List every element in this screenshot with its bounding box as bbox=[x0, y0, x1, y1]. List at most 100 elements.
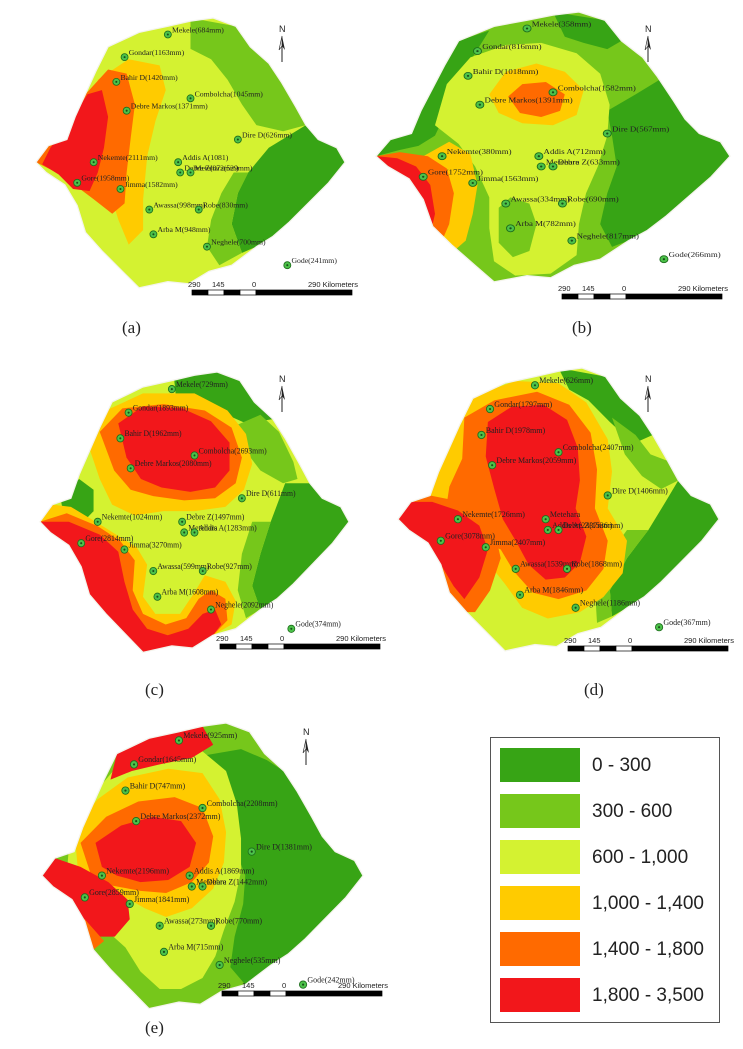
scale-tick-label: 290 bbox=[188, 280, 201, 289]
station-label: Awassa(334mm) bbox=[511, 195, 571, 203]
station-label: Gondar(1163mm) bbox=[129, 48, 185, 57]
rainfall-map: Mekele(729mm) Gondar(1893mm) Bahir D(1962m… bbox=[39, 371, 386, 654]
station-dot bbox=[504, 202, 507, 205]
rainfall-zone bbox=[252, 483, 349, 610]
station-label: Addis A(1283mm) bbox=[199, 523, 257, 532]
station-label: Bahir D(1962mm) bbox=[124, 429, 182, 438]
station-dot bbox=[135, 820, 138, 823]
station-dot bbox=[188, 874, 191, 877]
station-dot bbox=[152, 569, 155, 573]
legend-label: 1,800 - 3,500 bbox=[592, 985, 704, 1006]
rainfall-zones bbox=[376, 12, 730, 282]
station-label: Debre Z(872mm) bbox=[184, 163, 239, 172]
station-dot bbox=[190, 885, 193, 888]
station-label: Addis A(1869mm) bbox=[194, 866, 255, 875]
legend-swatch bbox=[500, 886, 580, 920]
station-label: Debre Markos(2372mm) bbox=[140, 812, 220, 821]
legend-swatch bbox=[500, 840, 580, 874]
station-label: Metehara bbox=[546, 158, 580, 166]
station-label: Robe(830mm) bbox=[203, 201, 248, 210]
rainfall-zones bbox=[398, 368, 720, 651]
country-border bbox=[39, 371, 350, 654]
rainfall-zone bbox=[485, 404, 587, 580]
station-label: Neghele(535mm) bbox=[224, 956, 281, 965]
station-dot bbox=[125, 109, 128, 112]
station-label: Nekemte(1726mm) bbox=[462, 510, 525, 519]
station-label: Mekele(729mm) bbox=[176, 380, 228, 389]
station-label: Arba M(1846mm) bbox=[524, 586, 583, 595]
station-dot bbox=[129, 467, 132, 470]
station-label: Gode(266mm) bbox=[669, 251, 721, 259]
station-dot bbox=[544, 518, 547, 521]
rainfall-map: Mekele(925mm) Gondar(1645mm) Bahir D(747mm… bbox=[41, 722, 388, 1010]
rainfall-zone bbox=[498, 197, 537, 258]
station-label: Robe(927mm) bbox=[207, 562, 252, 571]
country-border bbox=[41, 722, 364, 1010]
station-label: Gondar(1893mm) bbox=[133, 403, 189, 412]
station-dot bbox=[551, 165, 555, 168]
station-label: Mekele(626mm) bbox=[539, 376, 593, 385]
panel-label: (b) bbox=[572, 318, 592, 337]
station-dot bbox=[518, 593, 522, 596]
rainfall-zone bbox=[398, 501, 488, 600]
station-dot bbox=[189, 97, 192, 100]
station-dot bbox=[177, 161, 180, 164]
station-label: Bahir D(1420mm) bbox=[120, 73, 178, 82]
station-dot bbox=[193, 531, 196, 534]
station-dot bbox=[83, 896, 86, 899]
station-label: Debre Markos(1391mm) bbox=[485, 96, 573, 104]
station-label: Neghele(700mm) bbox=[211, 238, 266, 247]
north-label: N bbox=[645, 374, 652, 384]
station-label: Combolcha(1582mm) bbox=[558, 84, 636, 92]
north-label: N bbox=[279, 374, 286, 384]
station-dot bbox=[166, 33, 169, 36]
legend-label: 600 - 1,000 bbox=[592, 847, 689, 868]
station-label: Nekemte(380mm) bbox=[447, 148, 512, 156]
station-dot bbox=[533, 384, 537, 387]
station-label: Robe(1868mm) bbox=[571, 560, 622, 569]
rainfall-zone bbox=[231, 125, 345, 253]
legend-label: 1,000 - 1,400 bbox=[592, 893, 704, 914]
station-dot bbox=[193, 454, 196, 457]
legend-row: 1,800 - 3,500 bbox=[491, 978, 719, 1016]
rainfall-zone bbox=[42, 90, 109, 192]
station-label: Awassa(1539mm) bbox=[520, 560, 578, 569]
panel-label: (e) bbox=[145, 1018, 164, 1037]
map-body: Mekele(684mm) Gondar(1163mm) Bahir D(1420m… bbox=[35, 17, 346, 289]
legend-label: 1,400 - 1,800 bbox=[592, 939, 704, 960]
station-label: Nekemte(2111mm) bbox=[98, 153, 158, 162]
legend-swatch bbox=[500, 978, 580, 1012]
legend-label: 0 - 300 bbox=[592, 755, 652, 776]
station-label: Awassa(599mm) bbox=[157, 562, 209, 571]
station-dot bbox=[546, 528, 549, 532]
station-dot bbox=[162, 950, 166, 953]
station-dot bbox=[201, 885, 204, 888]
scale-tick-label: 0 bbox=[622, 284, 626, 293]
station-label: Jimma(2407mm) bbox=[490, 538, 545, 547]
north-arrow-icon: N bbox=[302, 727, 310, 765]
station-dot bbox=[302, 983, 305, 986]
station-label: Robe(690mm) bbox=[567, 195, 619, 203]
station-dot bbox=[92, 161, 95, 164]
station-label: Metehara(529mm) bbox=[195, 163, 253, 172]
legend-row: 300 - 600 bbox=[491, 794, 719, 832]
station-label: Dire D(1381mm) bbox=[256, 842, 312, 851]
station-dot bbox=[456, 518, 459, 521]
station-dot bbox=[197, 208, 200, 211]
scale-tick-label: 290 Kilometers bbox=[308, 280, 358, 289]
country-border bbox=[35, 17, 346, 289]
station-label: Bahir D(1978mm) bbox=[486, 426, 546, 435]
rainfall-zone bbox=[173, 372, 273, 424]
station-dot bbox=[478, 103, 482, 106]
station-dot bbox=[123, 56, 126, 59]
station-dot bbox=[551, 91, 555, 94]
station-label: Awassa(998mm) bbox=[153, 201, 205, 210]
station-dot bbox=[158, 924, 161, 927]
station-dot bbox=[484, 546, 487, 549]
station-label: Debre Z(633mm) bbox=[558, 158, 620, 166]
scale-tick-label: 0 bbox=[252, 280, 256, 289]
scale-tick-label: 290 Kilometers bbox=[684, 636, 734, 645]
station-dot bbox=[606, 132, 609, 135]
scale-tick-label: 145 bbox=[588, 636, 601, 645]
north-label: N bbox=[303, 727, 310, 737]
